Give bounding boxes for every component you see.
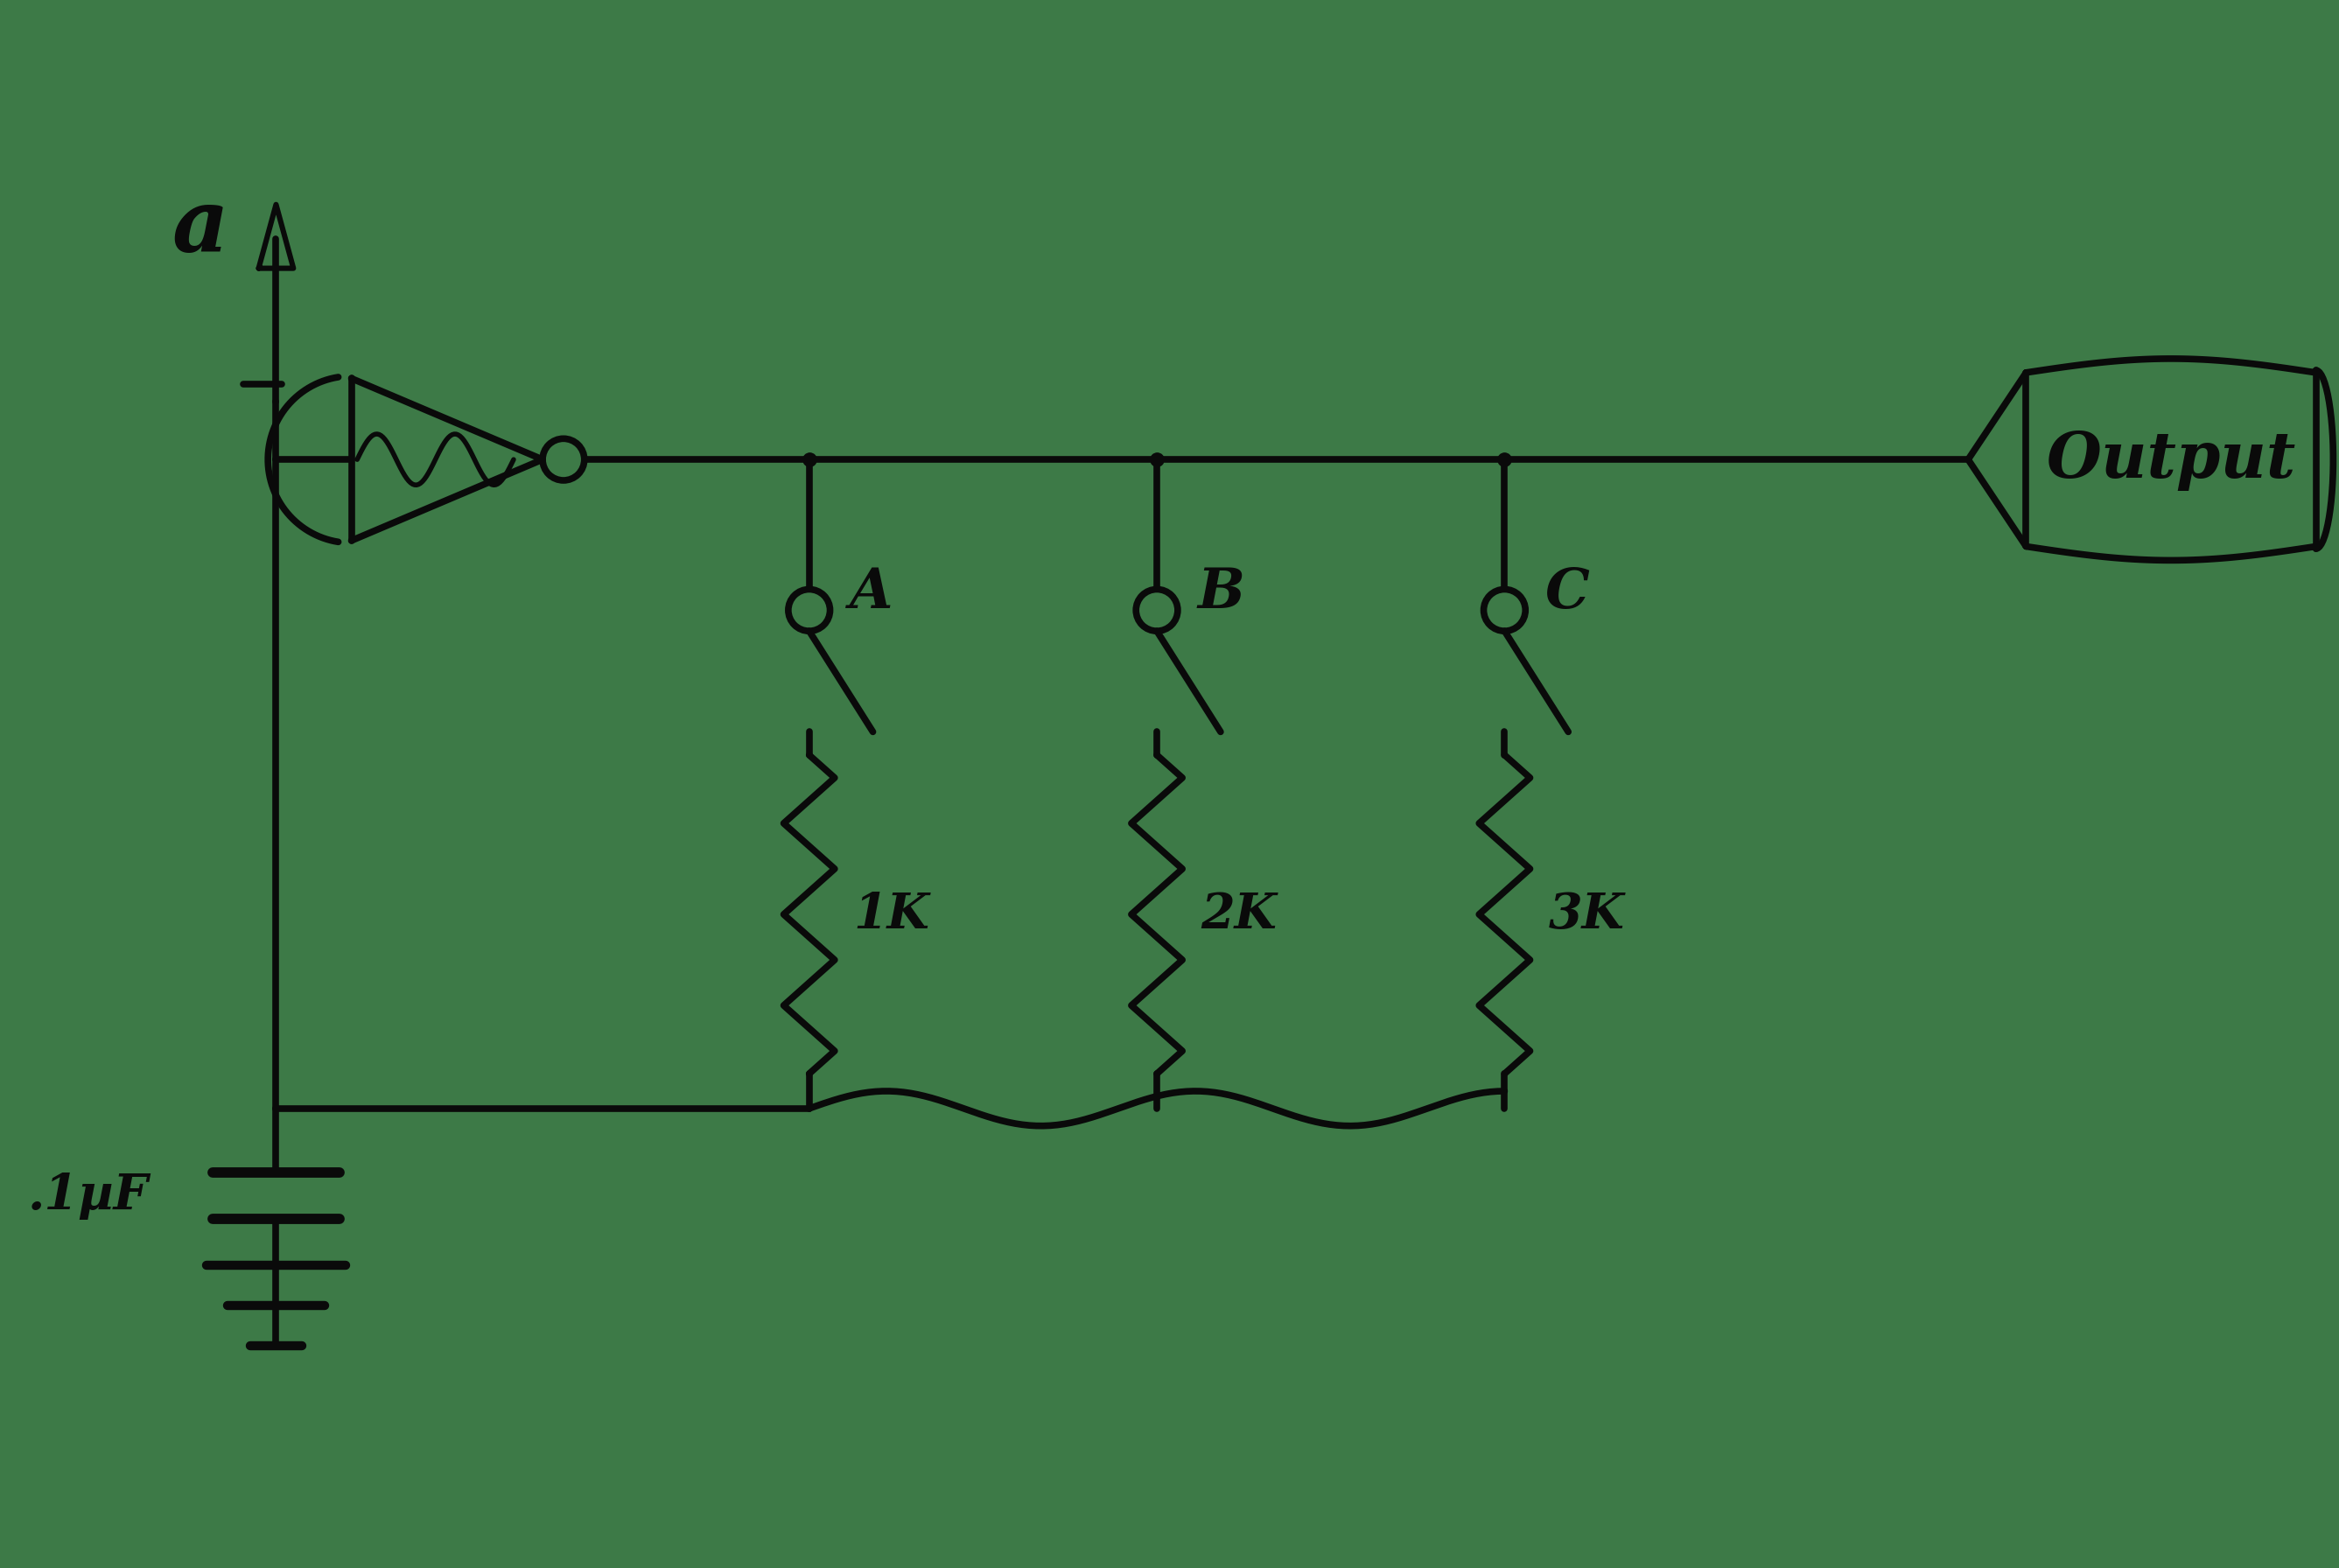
Text: 2K: 2K: [1200, 891, 1277, 938]
Text: .1µF: .1µF: [28, 1171, 150, 1220]
Text: a: a: [173, 185, 229, 270]
Text: B: B: [1198, 566, 1244, 619]
Text: Output: Output: [2047, 428, 2297, 491]
Text: 3K: 3K: [1548, 891, 1626, 938]
Text: A: A: [849, 566, 893, 619]
Text: C: C: [1546, 566, 1591, 619]
Text: 1K: 1K: [854, 891, 929, 938]
